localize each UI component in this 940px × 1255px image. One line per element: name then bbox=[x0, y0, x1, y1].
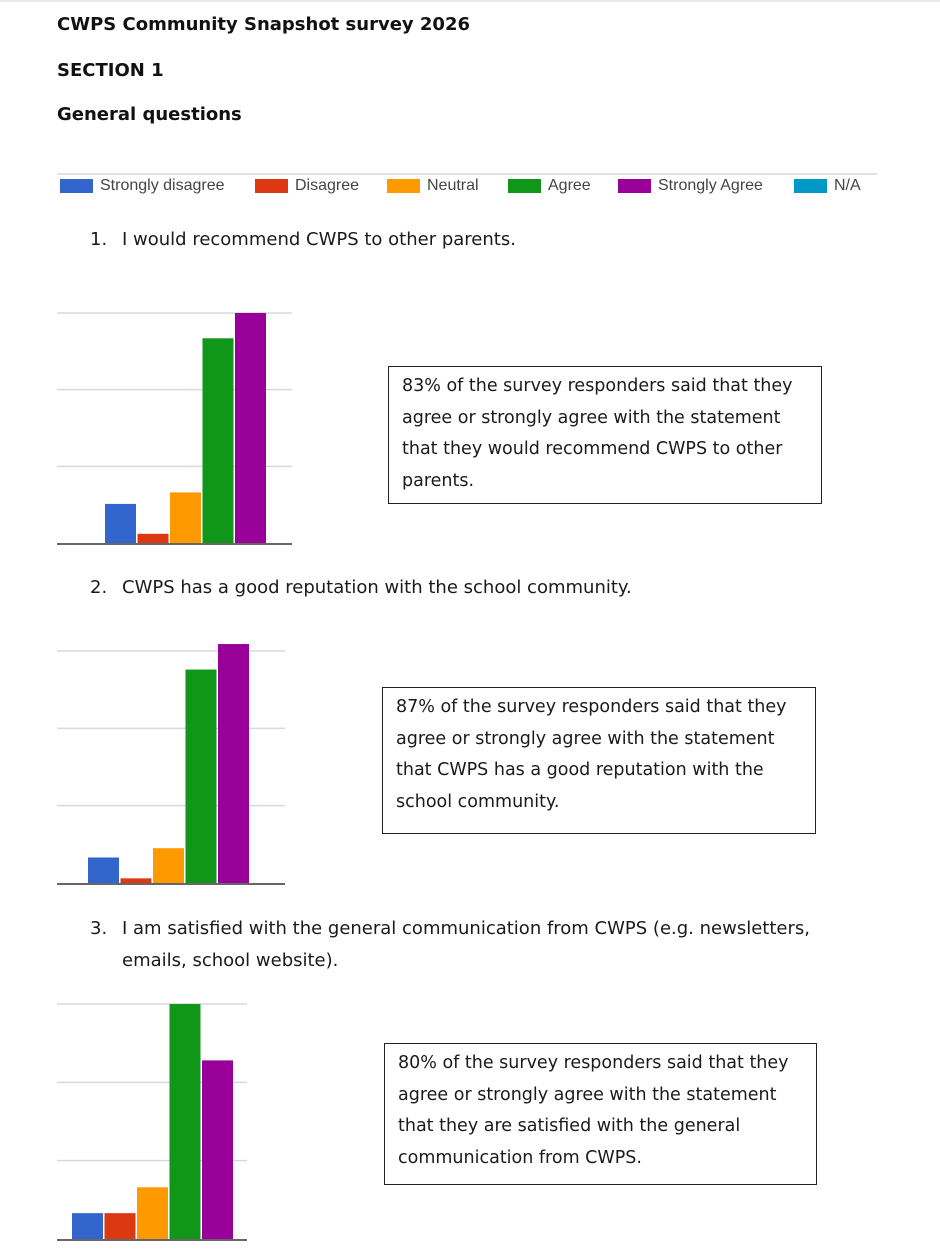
bar-agree bbox=[185, 669, 217, 883]
question-text: I am satisfied with the general communic… bbox=[122, 918, 810, 971]
section-label: SECTION 1 bbox=[57, 60, 164, 81]
bar-disagree bbox=[137, 533, 169, 543]
bar-strongly-agree bbox=[235, 313, 266, 543]
legend-label: N/A bbox=[834, 177, 861, 194]
summary-text: 83% of the survey responders said that t… bbox=[402, 376, 793, 491]
question-number: 1. bbox=[90, 229, 108, 250]
question-1-summary-box: 83% of the survey responders said that t… bbox=[388, 366, 822, 504]
bar-agree bbox=[169, 1004, 201, 1239]
question-2-summary-box: 87% of the survey responders said that t… bbox=[382, 687, 816, 834]
legend-swatch bbox=[255, 179, 288, 193]
document-title: CWPS Community Snapshot survey 2026 bbox=[57, 14, 470, 35]
question-2: 2. CWPS has a good reputation with the s… bbox=[90, 572, 880, 604]
question-2-bar-chart bbox=[57, 644, 285, 885]
legend-label: Agree bbox=[548, 177, 591, 194]
question-1-bar-chart bbox=[57, 312, 292, 545]
bar-strongly-disagree bbox=[88, 857, 119, 883]
bar-strongly-disagree bbox=[72, 1213, 103, 1239]
legend-swatch bbox=[387, 179, 420, 193]
bar-strongly-agree bbox=[218, 644, 249, 883]
legend-label: Strongly disagree bbox=[100, 177, 225, 194]
question-text: I would recommend CWPS to other parents. bbox=[122, 229, 516, 250]
bar-neutral bbox=[137, 1187, 168, 1239]
section-subtitle: General questions bbox=[57, 104, 242, 125]
question-3: 3. I am satisfied with the general commu… bbox=[90, 913, 880, 977]
legend-label: Neutral bbox=[427, 177, 479, 194]
question-3-summary-box: 80% of the survey responders said that t… bbox=[384, 1043, 817, 1185]
legend-label: Strongly Agree bbox=[658, 177, 763, 194]
question-number: 2. bbox=[90, 577, 108, 598]
bar-strongly-disagree bbox=[105, 503, 136, 543]
bar-strongly-agree bbox=[202, 1060, 233, 1239]
legend-swatch bbox=[508, 179, 541, 193]
bar-neutral bbox=[153, 848, 184, 883]
legend-swatch bbox=[618, 179, 651, 193]
bar-disagree bbox=[120, 878, 152, 883]
question-text: CWPS has a good reputation with the scho… bbox=[122, 577, 632, 598]
bar-disagree bbox=[104, 1213, 136, 1239]
question-number: 3. bbox=[90, 918, 108, 939]
summary-text: 87% of the survey responders said that t… bbox=[396, 697, 787, 812]
legend-swatch bbox=[794, 179, 827, 193]
legend-swatch bbox=[60, 179, 93, 193]
bar-neutral bbox=[170, 492, 201, 543]
bar-agree bbox=[202, 338, 234, 543]
question-1: 1. I would recommend CWPS to other paren… bbox=[90, 224, 880, 256]
summary-text: 80% of the survey responders said that t… bbox=[398, 1053, 789, 1168]
page-top-border bbox=[0, 0, 940, 2]
question-3-bar-chart bbox=[57, 1003, 247, 1241]
legend-divider bbox=[57, 173, 877, 175]
legend-label: Disagree bbox=[295, 177, 360, 194]
